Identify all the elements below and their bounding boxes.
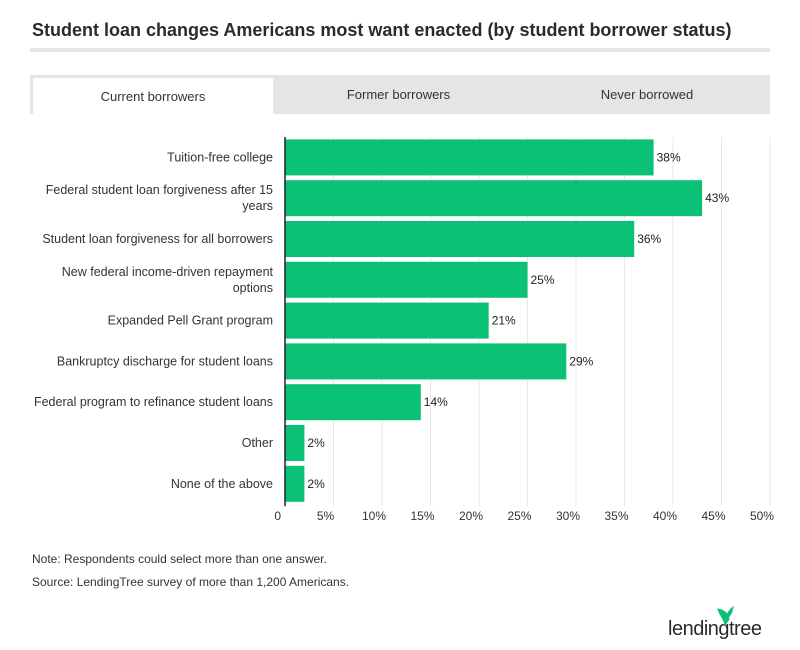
x-tick-label: 5% xyxy=(317,509,335,523)
bar xyxy=(285,221,635,257)
value-label: 2% xyxy=(307,477,325,491)
category-label: years xyxy=(242,199,273,213)
value-label: 36% xyxy=(637,232,661,246)
bar xyxy=(285,139,654,176)
tab-never-borrowed[interactable]: Never borrowed xyxy=(600,87,694,102)
category-label: Other xyxy=(242,436,273,450)
category-label: Federal program to refinance student loa… xyxy=(34,395,273,409)
category-label: None of the above xyxy=(171,477,273,491)
bar xyxy=(285,465,305,502)
value-label: 21% xyxy=(492,314,516,328)
title-divider xyxy=(30,48,770,52)
chart-note: Note: Respondents could select more than… xyxy=(32,552,327,566)
value-label: 14% xyxy=(424,395,448,409)
tab-bar: Current borrowers Former borrowers Never… xyxy=(30,75,770,114)
chart-source: Source: LendingTree survey of more than … xyxy=(32,575,350,589)
x-tick-label: 25% xyxy=(507,509,531,523)
lendingtree-logo: lendingtree xyxy=(668,605,762,641)
category-label: Federal student loan forgiveness after 1… xyxy=(46,183,273,197)
value-label: 2% xyxy=(307,436,325,450)
x-tick-label: 50% xyxy=(750,509,774,523)
category-label: Expanded Pell Grant program xyxy=(108,314,273,328)
bar-chart: 38% Tuition-free college 43% Federal studen… xyxy=(34,137,774,523)
value-label: 25% xyxy=(531,273,555,287)
chart-title: Student loan changes Americans most want… xyxy=(32,20,732,40)
category-label: New federal income-driven repayment xyxy=(62,265,274,279)
bar xyxy=(285,302,489,339)
x-tick-label: 0 xyxy=(274,509,281,523)
bar xyxy=(285,425,305,461)
value-label: 43% xyxy=(705,191,729,205)
x-tick-label: 10% xyxy=(362,509,386,523)
bar xyxy=(285,261,528,298)
category-label: Bankruptcy discharge for student loans xyxy=(57,354,273,368)
category-label: Tuition-free college xyxy=(167,150,273,164)
x-tick-label: 30% xyxy=(556,509,580,523)
logo-wordmark: lendingtree xyxy=(668,618,762,640)
bar xyxy=(285,384,421,421)
category-label: Student loan forgiveness for all borrowe… xyxy=(42,232,273,246)
x-tick-label: 35% xyxy=(604,509,628,523)
tab-former-borrowers[interactable]: Former borrowers xyxy=(346,87,451,102)
category-label: options xyxy=(233,281,273,295)
x-tick-label: 40% xyxy=(653,509,677,523)
tab-current-borrowers[interactable]: Current borrowers xyxy=(33,78,273,114)
x-tick-label: 15% xyxy=(410,509,434,523)
x-tick-label: 20% xyxy=(459,509,483,523)
bar xyxy=(285,180,703,217)
x-tick-label: 45% xyxy=(701,509,725,523)
leaf-icon xyxy=(717,605,735,627)
value-label: 29% xyxy=(569,354,593,368)
value-label: 38% xyxy=(657,150,681,164)
bar xyxy=(285,343,567,380)
